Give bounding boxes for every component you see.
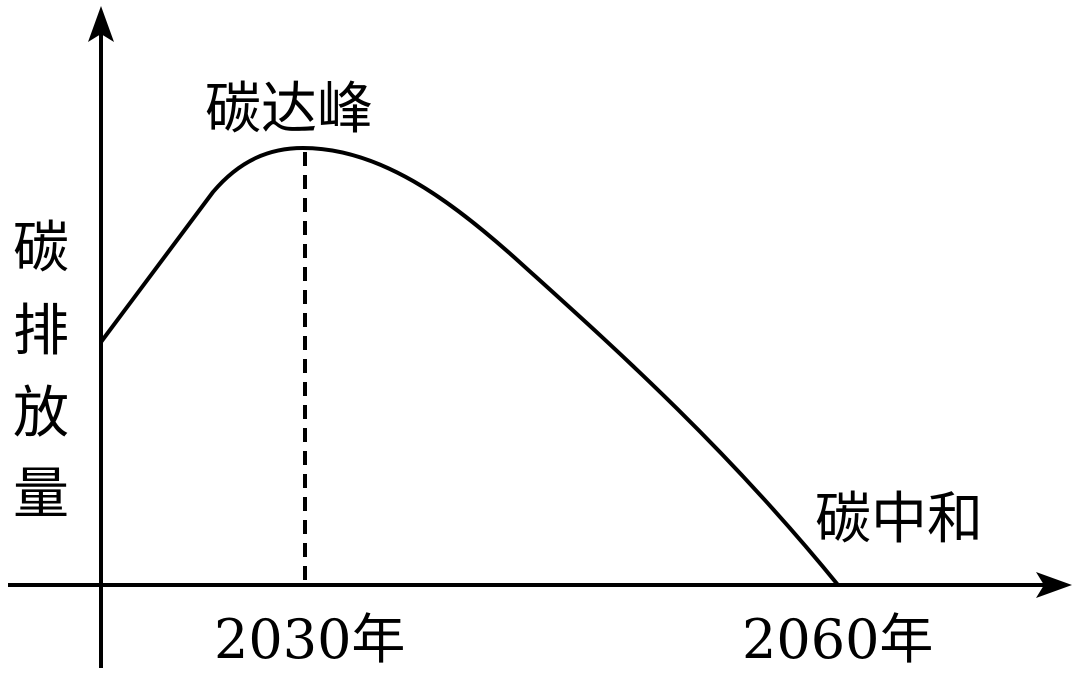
peak-label: 碳达峰 [205,77,373,142]
x-tick-label-2060: 2060年 [742,608,933,671]
y-axis-label-char-1: 碳 [13,216,69,281]
emission-curve [99,146,840,587]
y-axis-label-char-3: 放 [13,381,69,446]
neutral-label: 碳中和 [815,487,983,552]
x-tick-label-2030: 2030年 [214,608,405,671]
y-axis-arrow [88,6,114,42]
y-axis-label-char-4: 量 [13,462,69,527]
y-axis-label-char-2: 排 [13,299,69,364]
x-axis-arrow [1036,572,1072,598]
